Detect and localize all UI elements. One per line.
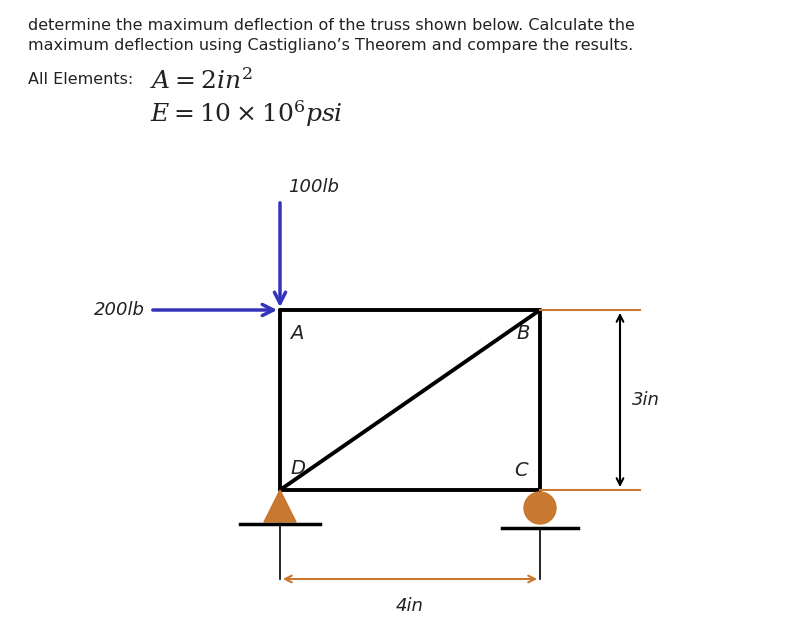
Text: C: C bbox=[514, 461, 528, 480]
Text: B: B bbox=[517, 324, 530, 343]
Polygon shape bbox=[264, 490, 296, 522]
Text: 100lb: 100lb bbox=[288, 178, 339, 196]
Text: A: A bbox=[290, 324, 304, 343]
Text: 4in: 4in bbox=[396, 597, 424, 615]
Text: $E = 10 \times 10^6 psi$: $E = 10 \times 10^6 psi$ bbox=[150, 98, 343, 129]
Circle shape bbox=[524, 492, 556, 524]
Text: All Elements:: All Elements: bbox=[28, 72, 134, 87]
Text: $A = 2in^2$: $A = 2in^2$ bbox=[150, 68, 253, 93]
Text: D: D bbox=[290, 459, 305, 478]
Text: 3in: 3in bbox=[632, 391, 660, 409]
Text: maximum deflection using Castigliano’s Theorem and compare the results.: maximum deflection using Castigliano’s T… bbox=[28, 38, 633, 53]
Text: determine the maximum deflection of the truss shown below. Calculate the: determine the maximum deflection of the … bbox=[28, 18, 635, 33]
Text: 200lb: 200lb bbox=[94, 301, 145, 319]
